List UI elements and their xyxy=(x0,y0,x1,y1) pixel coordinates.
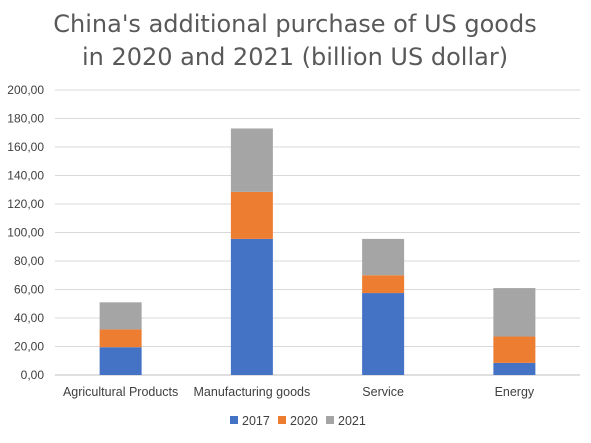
bar-segment xyxy=(230,128,273,192)
x-category-label: Energy xyxy=(495,385,535,399)
y-tick-label: 200,00 xyxy=(7,83,44,97)
y-tick-label: 80,00 xyxy=(14,254,44,268)
chart-title: China's additional purchase of US goods … xyxy=(53,10,536,71)
x-axis-category-labels: Agricultural Products Manufacturing goods… xyxy=(63,385,535,399)
x-category-label: Agricultural Products xyxy=(63,385,178,399)
legend-label: 2017 xyxy=(242,414,270,428)
bar-segment xyxy=(362,275,405,294)
y-tick-label: 20,00 xyxy=(14,340,44,354)
x-category-label: Service xyxy=(362,385,404,399)
chart-title-line-1: China's additional purchase of US goods xyxy=(53,10,536,38)
y-tick-label: 180,00 xyxy=(7,112,44,126)
chart-title-line-2: in 2020 and 2021 (billion US dollar) xyxy=(82,43,508,71)
legend-swatch xyxy=(278,416,286,424)
legend: 2017 2020 2021 xyxy=(230,414,366,428)
y-tick-label: 60,00 xyxy=(14,283,44,297)
y-tick-label: 120,00 xyxy=(7,197,44,211)
bar-segment xyxy=(230,191,273,239)
bar-segment xyxy=(99,302,142,330)
y-tick-label: 40,00 xyxy=(14,311,44,325)
bar-segment xyxy=(493,336,536,363)
legend-swatch xyxy=(326,416,334,424)
bar-segment xyxy=(493,288,536,337)
y-axis-tick-labels: 0,00 20,00 40,00 60,00 80,00 100,00 120,00 140,… xyxy=(7,83,44,382)
y-tick-label: 160,00 xyxy=(7,140,44,154)
bar-segment xyxy=(230,238,273,375)
legend-label: 2021 xyxy=(338,414,366,428)
bar-segment xyxy=(493,362,536,375)
x-category-label: Manufacturing goods xyxy=(194,385,311,399)
bar-segment xyxy=(362,293,405,375)
bars xyxy=(99,128,536,375)
y-tick-label: 100,00 xyxy=(7,226,44,240)
y-tick-label: 140,00 xyxy=(7,169,44,183)
y-tick-label: 0,00 xyxy=(21,368,45,382)
legend-label: 2020 xyxy=(290,414,318,428)
bar-segment xyxy=(362,238,405,276)
legend-swatch xyxy=(230,416,238,424)
bar-segment xyxy=(99,347,142,375)
gridlines xyxy=(55,89,580,376)
bar-segment xyxy=(99,329,142,348)
